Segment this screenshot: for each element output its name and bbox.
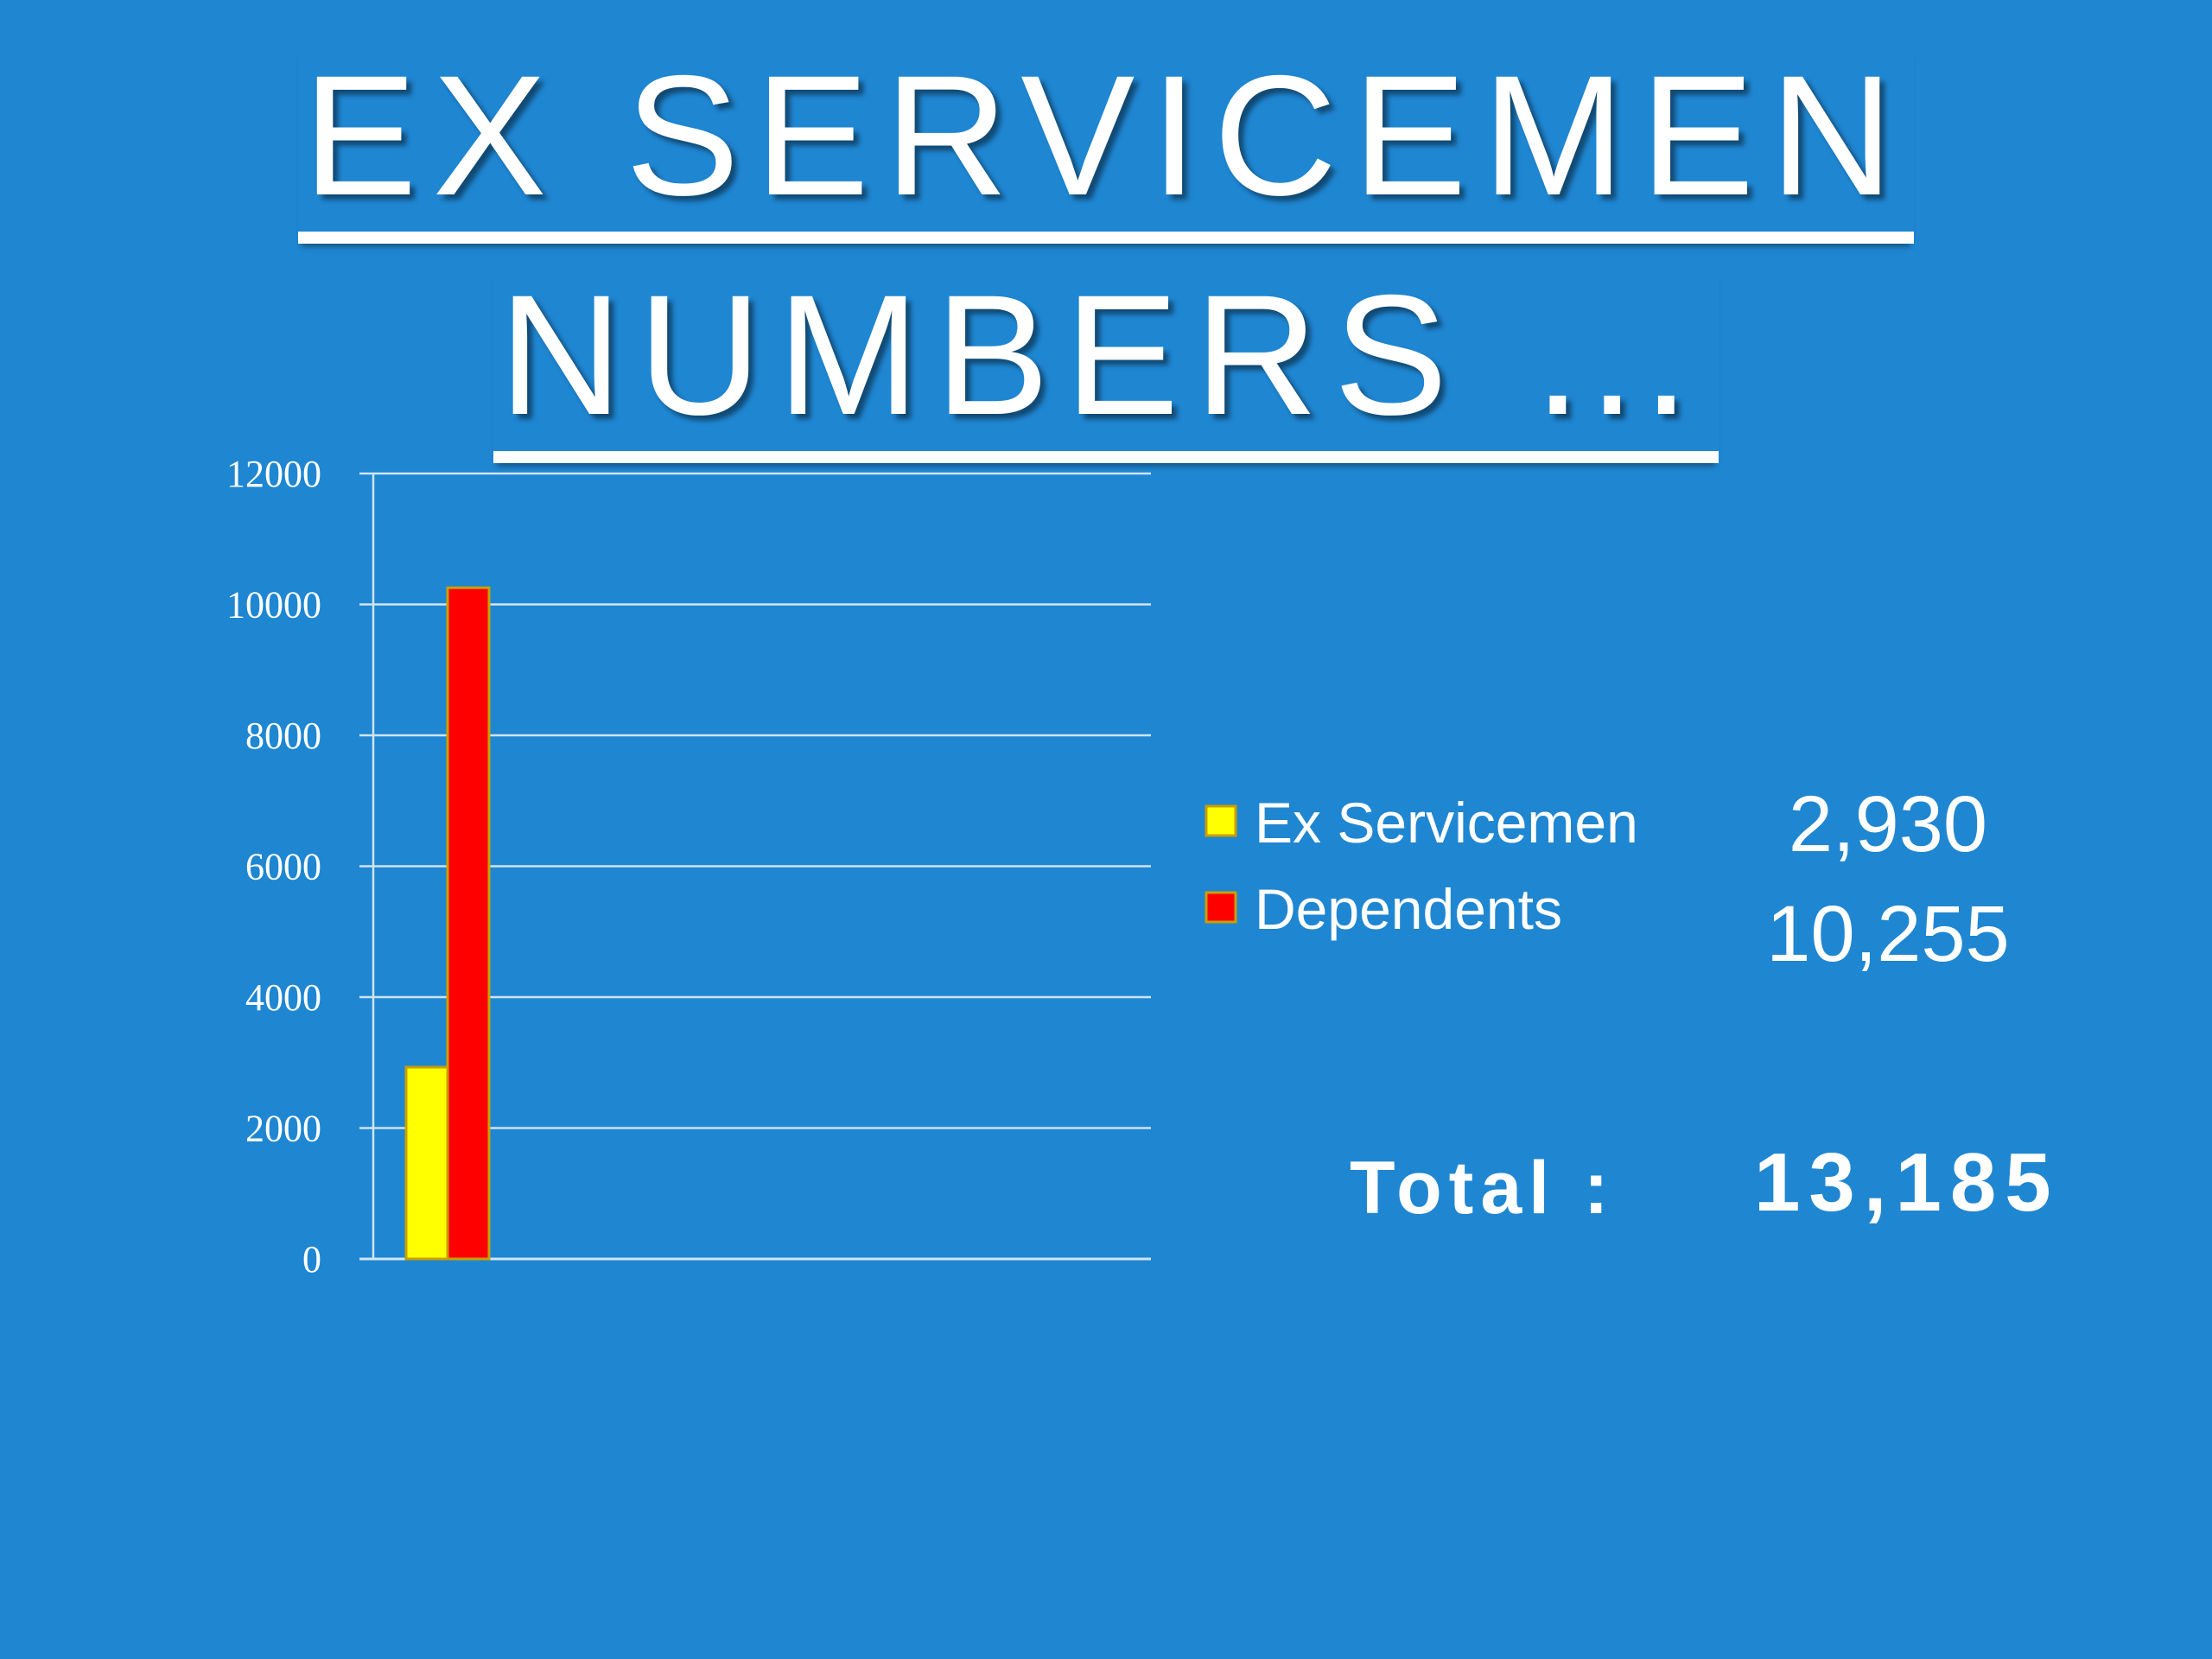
y-axis-tick-labels: 0 2000 4000 6000 8000 10000 12000	[226, 453, 321, 1281]
chart-axes	[359, 472, 1151, 1261]
y-tick-label: 6000	[245, 846, 321, 888]
legend-label: Ex Servicemen	[1255, 791, 1638, 855]
total-label: Total :	[1350, 1147, 1616, 1230]
dependents-value: 10,255	[1766, 890, 2009, 978]
y-tick-label: 10000	[226, 584, 321, 626]
y-tick-label: 2000	[245, 1108, 321, 1150]
legend-swatch	[1205, 891, 1237, 924]
slide-title-line-1: EX SERVICEMEN	[0, 50, 2212, 244]
y-tick-label: 4000	[245, 976, 321, 1019]
legend-label: Dependents	[1255, 877, 1562, 941]
y-tick-label: 0	[302, 1238, 321, 1281]
bar-ex-servicemen	[404, 1065, 449, 1261]
bar-dependents	[446, 586, 491, 1261]
y-tick-label: 8000	[245, 715, 321, 757]
slide-title-text-1: EX SERVICEMEN	[297, 50, 1915, 244]
chart-legend: Ex Servicemen Dependents	[1205, 791, 1638, 941]
legend-swatch	[1205, 804, 1237, 837]
chart-bars	[404, 586, 491, 1261]
slide-title-line-2: NUMBERS …	[0, 270, 2212, 463]
slide-title-text-2: NUMBERS …	[493, 270, 1719, 463]
chart-gridlines	[373, 472, 1151, 1129]
y-tick-label: 12000	[226, 453, 321, 495]
total-value: 13,185	[1754, 1136, 2060, 1229]
ex-servicemen-value: 2,930	[1789, 780, 1987, 868]
